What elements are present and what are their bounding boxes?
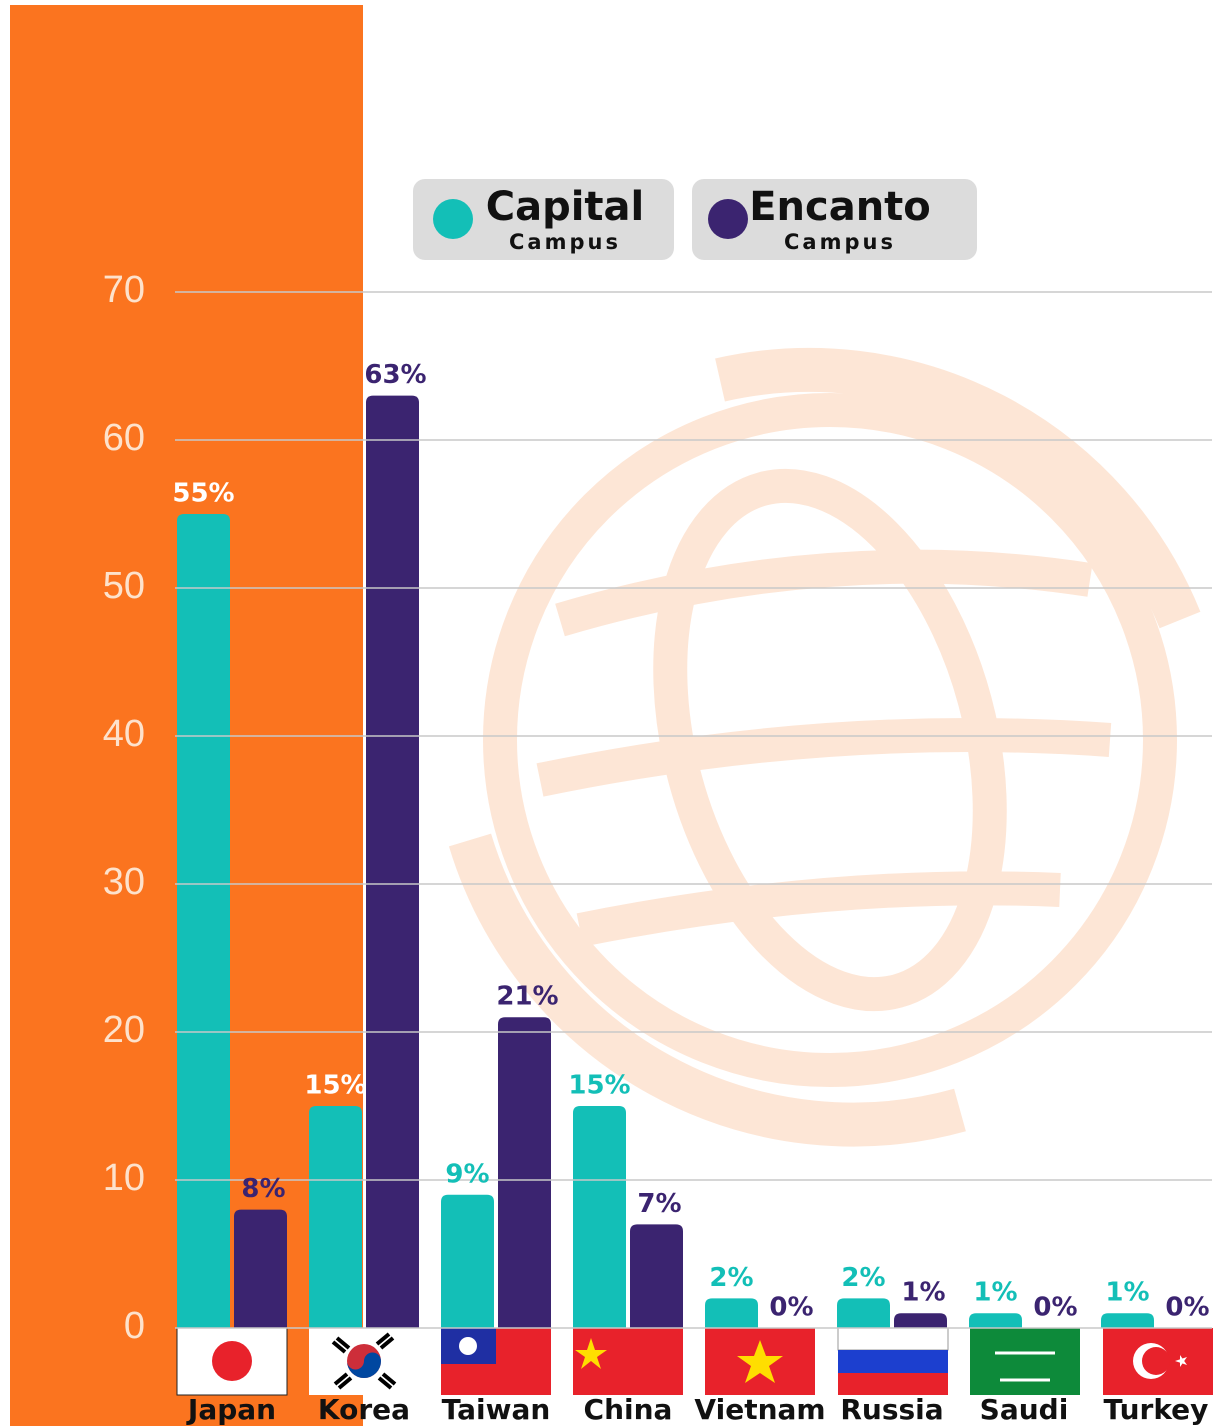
x-tick-label: Japan: [186, 1393, 276, 1426]
y-tick-label: 60: [103, 417, 145, 459]
flag-saudi: [970, 1328, 1080, 1395]
bar: [705, 1298, 758, 1328]
value-label: 7%: [637, 1189, 681, 1219]
bar: [441, 1194, 494, 1328]
legend-sublabel: Campus: [784, 230, 896, 254]
legend-sublabel: Campus: [509, 230, 621, 254]
bar: [309, 1106, 362, 1328]
bar: [837, 1298, 890, 1328]
y-tick-label: 20: [103, 1009, 145, 1051]
x-tick-label: Saudi: [980, 1393, 1069, 1426]
x-tick-label: China: [584, 1393, 673, 1426]
value-label: 2%: [841, 1263, 885, 1293]
y-tick-label: 0: [124, 1305, 145, 1347]
value-label: 55%: [172, 479, 234, 509]
flag-taiwan: [441, 1328, 551, 1395]
legend-box: [692, 179, 977, 260]
value-label: 0%: [769, 1293, 813, 1323]
value-label: 8%: [241, 1174, 285, 1204]
y-tick-label: 30: [103, 861, 145, 903]
globe-watermark: [448, 347, 1201, 1147]
flag-turkey: [1103, 1328, 1213, 1395]
x-tick-label: Taiwan: [442, 1393, 551, 1426]
bar: [969, 1313, 1022, 1328]
legend-swatch: [708, 199, 748, 239]
value-label: 0%: [1165, 1293, 1209, 1323]
value-label: 63%: [364, 360, 426, 390]
legend: [413, 179, 977, 260]
bar: [366, 395, 419, 1329]
bar: [630, 1224, 683, 1328]
value-label: 15%: [568, 1071, 630, 1101]
value-label: 1%: [901, 1278, 945, 1308]
bar: [1101, 1313, 1154, 1328]
bar: [573, 1106, 626, 1328]
flag-japan: [176, 1327, 288, 1396]
x-tick-label: Vietnam: [694, 1393, 825, 1426]
value-label: 2%: [709, 1263, 753, 1293]
legend-label: Capital: [486, 184, 645, 230]
flag-vietnam: [705, 1328, 815, 1395]
flag-korea: [309, 1328, 419, 1395]
bar: [498, 1017, 551, 1328]
x-tick-label: Russia: [840, 1393, 943, 1426]
value-label: 9%: [445, 1159, 489, 1189]
value-label: 15%: [304, 1071, 366, 1101]
y-tick-label: 10: [103, 1157, 145, 1199]
value-label: 21%: [496, 982, 558, 1012]
x-tick-label: Turkey: [1104, 1393, 1209, 1426]
bar: [177, 514, 230, 1328]
y-tick-label: 70: [103, 269, 145, 311]
flag-china: [573, 1328, 683, 1395]
x-tick-label: Korea: [318, 1393, 410, 1426]
legend-swatch: [433, 199, 473, 239]
value-label: 1%: [973, 1278, 1017, 1308]
flags: [176, 1327, 1213, 1396]
y-tick-label: 40: [103, 713, 145, 755]
bar: [894, 1313, 947, 1328]
value-label: 1%: [1105, 1278, 1149, 1308]
legend-box: [413, 179, 674, 260]
flag-russia: [837, 1327, 949, 1395]
legend-label: Encanto: [749, 184, 931, 230]
bar: [234, 1209, 287, 1328]
value-label: 0%: [1033, 1293, 1077, 1323]
y-tick-label: 50: [103, 565, 145, 607]
